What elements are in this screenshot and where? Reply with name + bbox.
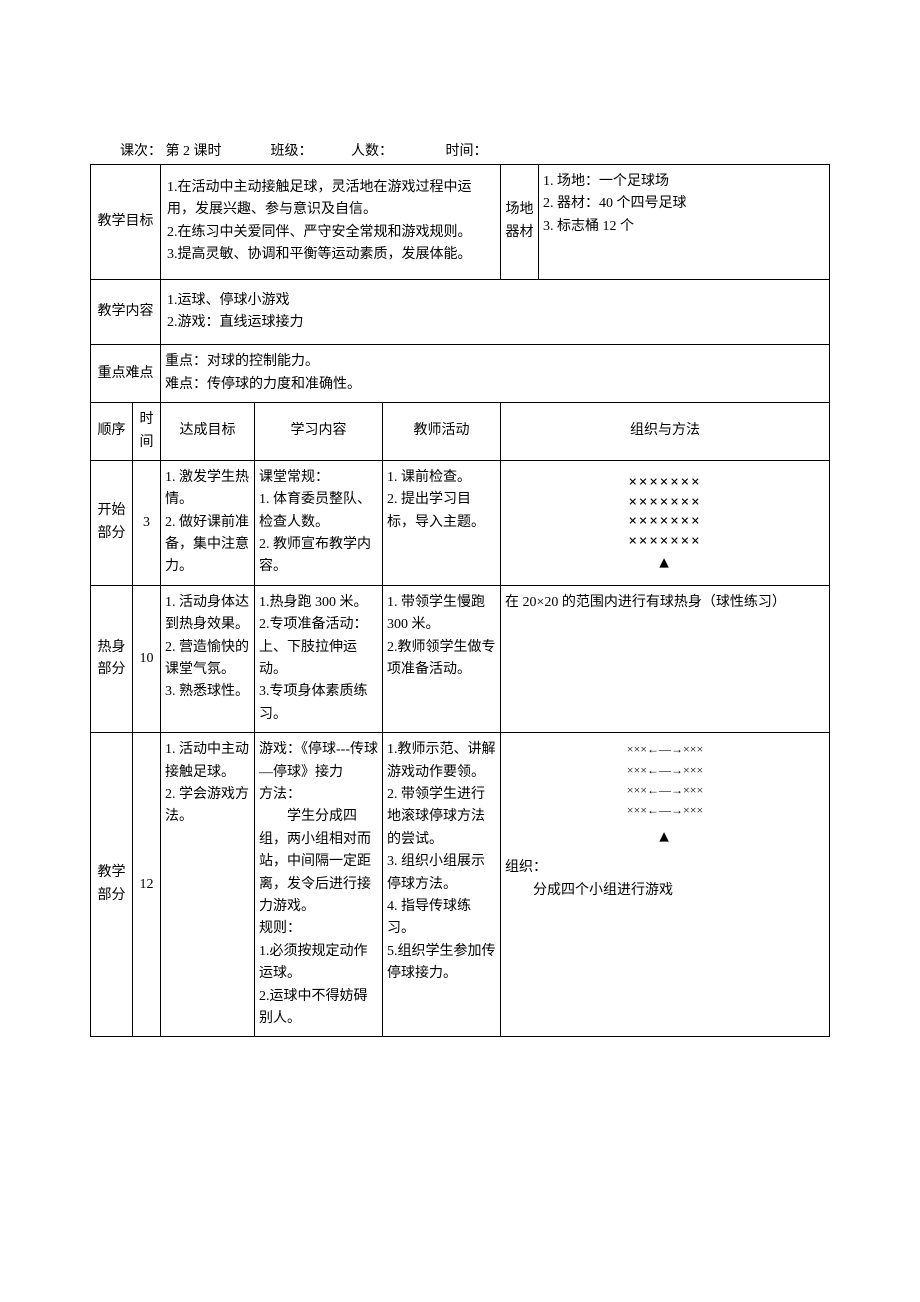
teaching-content-label: 教学内容 [91, 279, 161, 345]
lesson-label: 课次： [120, 140, 162, 160]
formation-grid: ××××××× ××××××× ××××××× ××××××× [505, 473, 825, 551]
objectives-label: 教学目标 [91, 165, 161, 280]
formation-arrows: ×××←—→××× ×××←—→××× ×××←—→××× ×××←—→××× [505, 739, 825, 821]
row-teaching-content-post: 规则： 1.必须按规定动作运球。 2.运球中不得妨碍别人。 [259, 918, 378, 1030]
row-teaching-method: ×××←—→××× ×××←—→××× ×××←—→××× ×××←—→××× … [501, 733, 830, 1037]
row-start-activity: 1. 课前检查。 2. 提出学习目标，导入主题。 [383, 460, 501, 585]
teacher-marker-icon: ▲ [505, 825, 825, 847]
objectives-content: 1.在活动中主动接触足球，灵活地在游戏过程中运用，发展兴趣、参与意识及自信。 2… [161, 165, 501, 280]
row-warmup-goal: 1. 活动身体达到热身效果。 2. 营造愉快的课堂气氛。 3. 熟悉球性。 [161, 585, 255, 732]
row-warmup-method: 在 20×20 的范围内进行有球热身（球性练习） [501, 585, 830, 732]
row-start-seq: 开始部分 [91, 460, 133, 585]
row-teaching-content-indent: 学生分成四组，两小组相对而站，中间隔一定距离，发令后进行接力游戏。 [259, 806, 378, 918]
teaching-content-text: 1.运球、停球小游戏 2.游戏：直线运球接力 [161, 279, 830, 345]
lesson-value: 第 2 课时 [166, 140, 222, 160]
row-teaching-content-pre: 游戏：《停球---传球—停球》接力 方法： [259, 739, 378, 806]
column-header-row: 顺序 时间 达成目标 学习内容 教师活动 组织与方法 [91, 403, 830, 461]
org-text: 分成四个小组进行游戏 [505, 880, 825, 902]
col-seq: 顺序 [91, 403, 133, 461]
row-teaching-time: 12 [133, 733, 161, 1037]
row-start-time: 3 [133, 460, 161, 585]
row-start-method: ××××××× ××××××× ××××××× ××××××× ▲ [501, 460, 830, 585]
teacher-marker-icon: ▲ [505, 551, 825, 573]
keypoints-row: 重点难点 重点：对球的控制能力。 难点：传停球的力度和准确性。 [91, 345, 830, 403]
equipment-label: 场地器材 [501, 165, 539, 280]
lesson-plan-table: 教学目标 1.在活动中主动接触足球，灵活地在游戏过程中运用，发展兴趣、参与意识及… [90, 164, 830, 1037]
equipment-content: 1. 场地：一个足球场 2. 器材：40 个四号足球 3. 标志桶 12 个 [539, 165, 830, 280]
row-teaching-content: 游戏：《停球---传球—停球》接力 方法： 学生分成四组，两小组相对而站，中间隔… [255, 733, 383, 1037]
keypoints-content: 重点：对球的控制能力。 难点：传停球的力度和准确性。 [161, 345, 830, 403]
row-teaching-goal: 1. 活动中主动接触足球。 2. 学会游戏方法。 [161, 733, 255, 1037]
keypoints-label: 重点难点 [91, 345, 161, 403]
time-label: 时间： [446, 140, 488, 160]
row-teaching: 教学部分 12 1. 活动中主动接触足球。 2. 学会游戏方法。 游戏：《停球-… [91, 733, 830, 1037]
count-label: 人数： [351, 140, 393, 160]
row-warmup-seq: 热身部分 [91, 585, 133, 732]
header-line: 课次： 第 2 课时 班级： 人数： 时间： [90, 140, 830, 160]
col-method: 组织与方法 [501, 403, 830, 461]
row-warmup-content: 1.热身跑 300 米。 2.专项准备活动：上、下肢拉伸运动。 3.专项身体素质… [255, 585, 383, 732]
row-start-goal: 1. 激发学生热情。 2. 做好课前准备，集中注意力。 [161, 460, 255, 585]
objectives-row: 教学目标 1.在活动中主动接触足球，灵活地在游戏过程中运用，发展兴趣、参与意识及… [91, 165, 830, 280]
col-time: 时间 [133, 403, 161, 461]
row-start-content: 课堂常规： 1. 体育委员整队、检查人数。 2. 教师宣布教学内容。 [255, 460, 383, 585]
col-content: 学习内容 [255, 403, 383, 461]
row-teaching-seq: 教学部分 [91, 733, 133, 1037]
row-teaching-activity: 1.教师示范、讲解游戏动作要领。 2. 带领学生进行地滚球停球方法的尝试。 3.… [383, 733, 501, 1037]
row-warmup-time: 10 [133, 585, 161, 732]
row-start: 开始部分 3 1. 激发学生热情。 2. 做好课前准备，集中注意力。 课堂常规：… [91, 460, 830, 585]
teaching-content-row: 教学内容 1.运球、停球小游戏 2.游戏：直线运球接力 [91, 279, 830, 345]
row-warmup: 热身部分 10 1. 活动身体达到热身效果。 2. 营造愉快的课堂气氛。 3. … [91, 585, 830, 732]
col-activity: 教师活动 [383, 403, 501, 461]
row-warmup-activity: 1. 带领学生慢跑 300 米。 2.教师领学生做专项准备活动。 [383, 585, 501, 732]
class-label: 班级： [271, 140, 313, 160]
org-label: 组织： [505, 857, 825, 879]
col-goal: 达成目标 [161, 403, 255, 461]
